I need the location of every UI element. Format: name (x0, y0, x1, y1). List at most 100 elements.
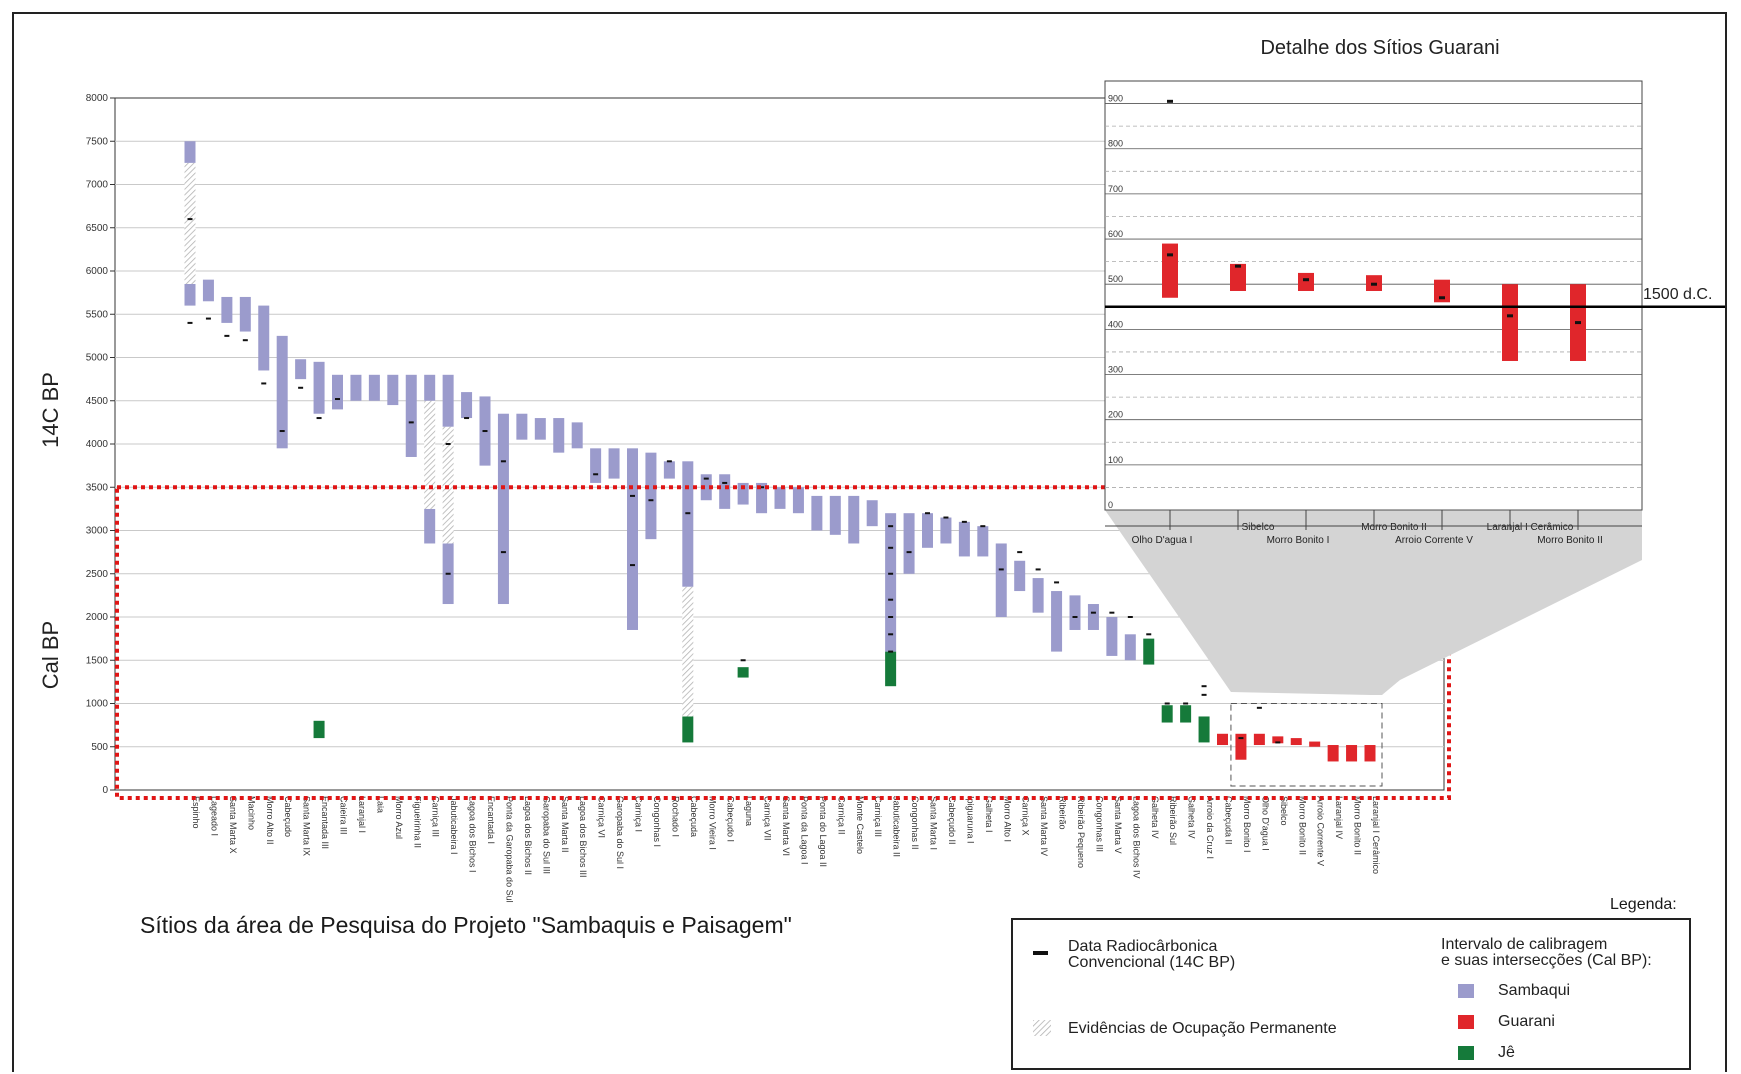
range-bar (737, 667, 749, 678)
site-label: Santa Marta I (929, 796, 939, 850)
date-marker (1127, 616, 1133, 618)
range-bar (1087, 604, 1099, 630)
range-bar (737, 482, 749, 505)
y-tick-label: 6500 (86, 223, 109, 234)
range-bar (958, 521, 970, 557)
range-bar (922, 513, 933, 548)
site-label: Carniça III (873, 796, 883, 837)
site-label: Lagoa dos Bichos II (523, 796, 533, 875)
range-bar (239, 296, 251, 332)
range-bar (1253, 733, 1265, 746)
range-bar (497, 413, 509, 605)
range-bar (663, 461, 675, 479)
inset-title: Detalhe dos Sítios Guarani (1260, 37, 1499, 59)
site-label: Rochado I (670, 796, 680, 837)
site-label: Carniça III (431, 796, 441, 837)
date-marker (1054, 581, 1060, 584)
site-label: Galheta I (984, 796, 994, 833)
inset-y-tick-label: 500 (1108, 274, 1123, 284)
inset-date-marker (1303, 278, 1309, 282)
site-label: Laranjal I (357, 796, 367, 833)
range-bar (866, 500, 878, 527)
range-bar (774, 487, 786, 509)
legend-date-label-1: Data Radiocârbonica (1068, 938, 1218, 955)
range-bar (682, 461, 694, 587)
figure-frame (12, 12, 1727, 1072)
legend-interval-label-2: e suas intersecções (Cal BP): (1441, 952, 1652, 969)
site-label: Figueirinha II (412, 796, 422, 848)
date-marker (205, 317, 211, 320)
range-bar (184, 162, 196, 284)
date-marker (888, 598, 894, 601)
reference-line-label: 1500 d.C. (1643, 286, 1712, 303)
inset-plot-area (1104, 80, 1643, 511)
site-label: Cabeçuda II (1224, 796, 1234, 845)
date-marker (888, 546, 894, 549)
y-axis-label-cal: Cal BP (38, 621, 63, 689)
site-label: Cabeçuda (689, 796, 699, 837)
inset-site-label: Morro Bonito I (1267, 535, 1330, 546)
site-label: Carniça I (634, 796, 644, 832)
date-marker (298, 386, 304, 389)
date-marker (187, 321, 193, 324)
inset-date-marker (1371, 282, 1377, 286)
inset-range-bar (1162, 243, 1178, 298)
range-bar (903, 513, 915, 574)
range-bar (1309, 741, 1321, 747)
date-marker (1201, 685, 1207, 688)
range-bar (1290, 738, 1302, 746)
site-label: Galheta IV (1150, 796, 1160, 839)
inset-y-tick-label: 400 (1108, 319, 1123, 329)
legend-title: Legenda: (1610, 896, 1677, 913)
inset-y-tick-label: 100 (1108, 455, 1123, 465)
date-marker (1072, 616, 1078, 618)
range-bar (1346, 745, 1358, 762)
range-bar (1364, 745, 1376, 762)
site-label: Garopaba do Sul I (615, 796, 625, 869)
inset-y-tick-label: 900 (1108, 94, 1123, 104)
site-label: Lagoa dos Bichos I (468, 796, 478, 873)
site-label: Garopaba do Sul III (541, 796, 551, 874)
je-swatch (1458, 1046, 1474, 1060)
inset-chart: 0 100 200 300 400 500 600 700 800 900 Olho D'agua … (1104, 80, 1725, 695)
site-label: Congonhas II (910, 796, 920, 850)
site-label: Carniça VII (763, 796, 773, 841)
site-label: Santa Marta V (1113, 796, 1123, 854)
range-bar (885, 513, 897, 652)
site-label: Jabuticabeira II (892, 796, 902, 857)
site-label: Morro Vieira I (707, 796, 717, 850)
date-marker (740, 659, 746, 662)
guarani-detail-box (1230, 703, 1383, 787)
site-label: Santa Marta IX (302, 796, 312, 856)
site-label: Congonhas III (1094, 796, 1104, 852)
range-bar (202, 279, 214, 302)
range-bar (940, 517, 952, 544)
site-label: Ponta do Lagoa II (818, 796, 828, 867)
range-bar (553, 418, 565, 453)
site-label: Cabeçudo (283, 796, 293, 837)
date-marker (630, 564, 635, 567)
site-label: Cabeçudo II (947, 796, 957, 845)
date-marker (445, 572, 451, 575)
site-label: Congonhas I (652, 796, 662, 847)
range-bar (995, 543, 1007, 617)
legend-interval-label-1: Intervalo de calibragem (1441, 936, 1608, 953)
inset-date-marker (1167, 253, 1173, 257)
y-tick-label: 500 (91, 742, 108, 753)
site-label: Encantada III (320, 796, 330, 849)
range-bar (1106, 617, 1118, 656)
inset-site-label: Sibelco (1242, 522, 1275, 533)
date-marker (1017, 551, 1023, 554)
date-marker-icon (1033, 951, 1048, 955)
y-tick-label: 1500 (86, 655, 109, 666)
range-bar (442, 426, 454, 544)
legend-date-label-2: Convencional (14C BP) (1068, 954, 1236, 971)
date-marker (500, 551, 506, 554)
site-label: Ipiguaruna I (965, 796, 975, 844)
date-marker (1256, 706, 1262, 709)
y-tick-label: 2500 (86, 569, 109, 580)
y-tick-label: 4000 (86, 439, 109, 450)
date-marker (1146, 633, 1152, 636)
inset-range-bar (1298, 272, 1314, 291)
range-bar (184, 141, 196, 163)
